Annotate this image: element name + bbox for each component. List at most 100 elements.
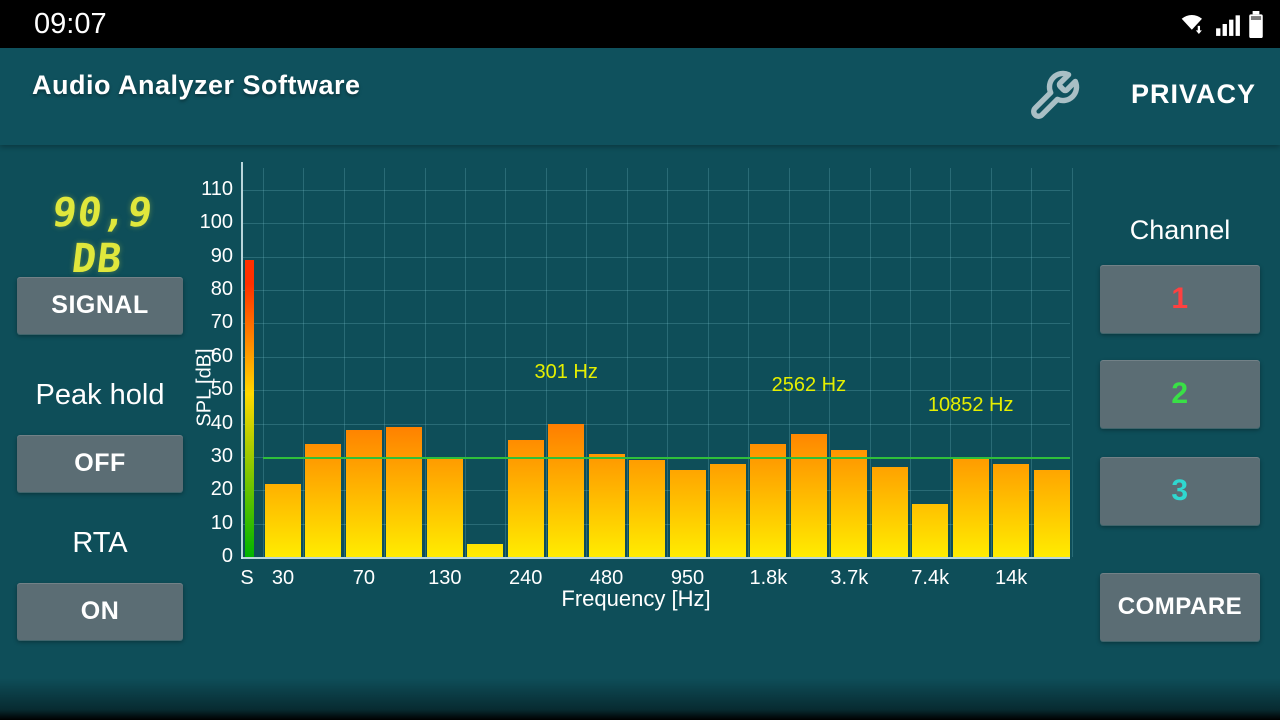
- signal-level-bar: [245, 260, 254, 557]
- x-tick-label: 3.7k: [830, 567, 869, 589]
- y-axis-title: SPL [dB]: [193, 348, 216, 427]
- v-gridline: [303, 168, 305, 557]
- spectrum-bar: [871, 466, 908, 557]
- v-gridline: [1071, 168, 1073, 557]
- v-gridline: [788, 168, 790, 557]
- spectrum-bar: [305, 443, 342, 557]
- x-axis-title: Frequency [Hz]: [561, 586, 711, 611]
- channel-button-label-2: 2: [1171, 377, 1189, 410]
- x-tick-label: 240: [509, 567, 543, 589]
- y-tick-label: 20: [210, 478, 233, 501]
- compare-button-label: COMPARE: [1117, 593, 1243, 620]
- h-gridline: [243, 256, 1070, 258]
- y-tick-label: 70: [210, 311, 233, 334]
- y-tick-label: 30: [210, 444, 233, 467]
- compare-button[interactable]: COMPARE: [1100, 573, 1260, 641]
- v-gridline: [424, 168, 426, 557]
- spectrum-bar: [265, 483, 301, 557]
- x-tick-label: 70: [352, 567, 376, 589]
- x-axis: [241, 557, 1070, 559]
- x-tick-label: S: [240, 567, 254, 589]
- y-tick-label: 40: [210, 411, 233, 434]
- y-axis: [241, 162, 243, 559]
- spectrum-bar: [750, 443, 787, 557]
- v-gridline: [586, 168, 588, 557]
- h-gridline: [243, 423, 1070, 425]
- spectrum-bar: [831, 450, 868, 557]
- v-gridline: [545, 168, 547, 557]
- peak-frequency-annotation: 10852 Hz: [927, 394, 1014, 417]
- channel-button-label-1: 1: [1171, 282, 1189, 315]
- spectrum-bar: [548, 423, 585, 557]
- signal-button[interactable]: SIGNAL: [17, 277, 183, 334]
- status-icons: [1178, 10, 1264, 38]
- spectrum-bar: [912, 503, 949, 557]
- spectrum-bar: [467, 543, 504, 557]
- rta-label: RTA: [72, 527, 128, 559]
- channel-button-3[interactable]: 3: [1100, 457, 1260, 525]
- spectrum-bar: [1033, 470, 1070, 557]
- h-gridline: [243, 323, 1070, 325]
- privacy-button[interactable]: PRIVACY: [1130, 79, 1256, 109]
- signal-strength-icon: [1215, 11, 1241, 37]
- v-gridline: [262, 168, 264, 557]
- v-gridline: [505, 168, 507, 557]
- v-gridline: [707, 168, 709, 557]
- wrench-icon: [1027, 69, 1081, 128]
- rta-toggle-label: ON: [80, 597, 120, 625]
- battery-icon: [1248, 10, 1264, 38]
- x-tick-label: 950: [670, 567, 705, 589]
- channel-label: Channel: [1129, 215, 1231, 245]
- v-gridline: [465, 168, 467, 557]
- spectrum-bar: [507, 440, 544, 557]
- v-gridline: [626, 168, 628, 557]
- spectrum-bar: [709, 463, 746, 557]
- y-tick-label: 110: [201, 178, 233, 201]
- x-tick-label: 130: [428, 567, 462, 589]
- app-header: Audio Analyzer Software PRIVACY: [0, 48, 1280, 145]
- y-tick-label: 100: [199, 211, 233, 234]
- spectrum-bar: [952, 456, 989, 557]
- peak-hold-toggle-label: OFF: [74, 449, 126, 477]
- spectrum-bar: [345, 430, 382, 557]
- v-gridline: [1031, 168, 1033, 557]
- spectrum-bar: [588, 453, 625, 557]
- status-bar: 09:07: [0, 0, 1280, 48]
- channel-button-label-3: 3: [1171, 474, 1189, 507]
- v-gridline: [829, 168, 831, 557]
- x-tick-label: 1.8k: [749, 567, 788, 589]
- h-gridline: [243, 356, 1070, 358]
- h-gridline: [243, 190, 1070, 192]
- y-tick-label: 10: [210, 511, 233, 534]
- h-gridline: [243, 290, 1070, 292]
- peak-frequency-annotation: 2562 Hz: [771, 374, 847, 397]
- h-gridline: [243, 223, 1070, 225]
- v-gridline: [384, 168, 386, 557]
- x-tick-label: 7.4k: [911, 567, 950, 589]
- y-tick-label: 80: [210, 278, 233, 301]
- v-gridline: [667, 168, 669, 557]
- spectrum-bar: [993, 463, 1030, 557]
- wifi-icon: [1178, 11, 1208, 37]
- y-tick-label: 50: [210, 378, 233, 401]
- settings-button[interactable]: [1026, 70, 1082, 126]
- spectrum-bar: [790, 433, 827, 557]
- v-gridline: [909, 168, 911, 557]
- y-tick-label: 0: [221, 545, 233, 567]
- rta-toggle[interactable]: ON: [17, 583, 183, 640]
- v-gridline: [343, 168, 345, 557]
- spectrum-bar: [426, 456, 463, 557]
- v-gridline: [950, 168, 952, 557]
- spectrum-bar: [629, 460, 666, 557]
- channel-button-1[interactable]: 1: [1100, 265, 1260, 333]
- spectrum-bar: [669, 470, 706, 557]
- y-tick-label: 90: [210, 244, 233, 267]
- signal-button-label: SIGNAL: [51, 291, 149, 319]
- peak-hold-line: [262, 456, 1070, 459]
- spectrum-bar: [386, 426, 423, 557]
- channel-button-2[interactable]: 2: [1100, 360, 1260, 428]
- peak-hold-toggle[interactable]: OFF: [17, 435, 183, 492]
- peak-hold-label: Peak hold: [35, 379, 165, 411]
